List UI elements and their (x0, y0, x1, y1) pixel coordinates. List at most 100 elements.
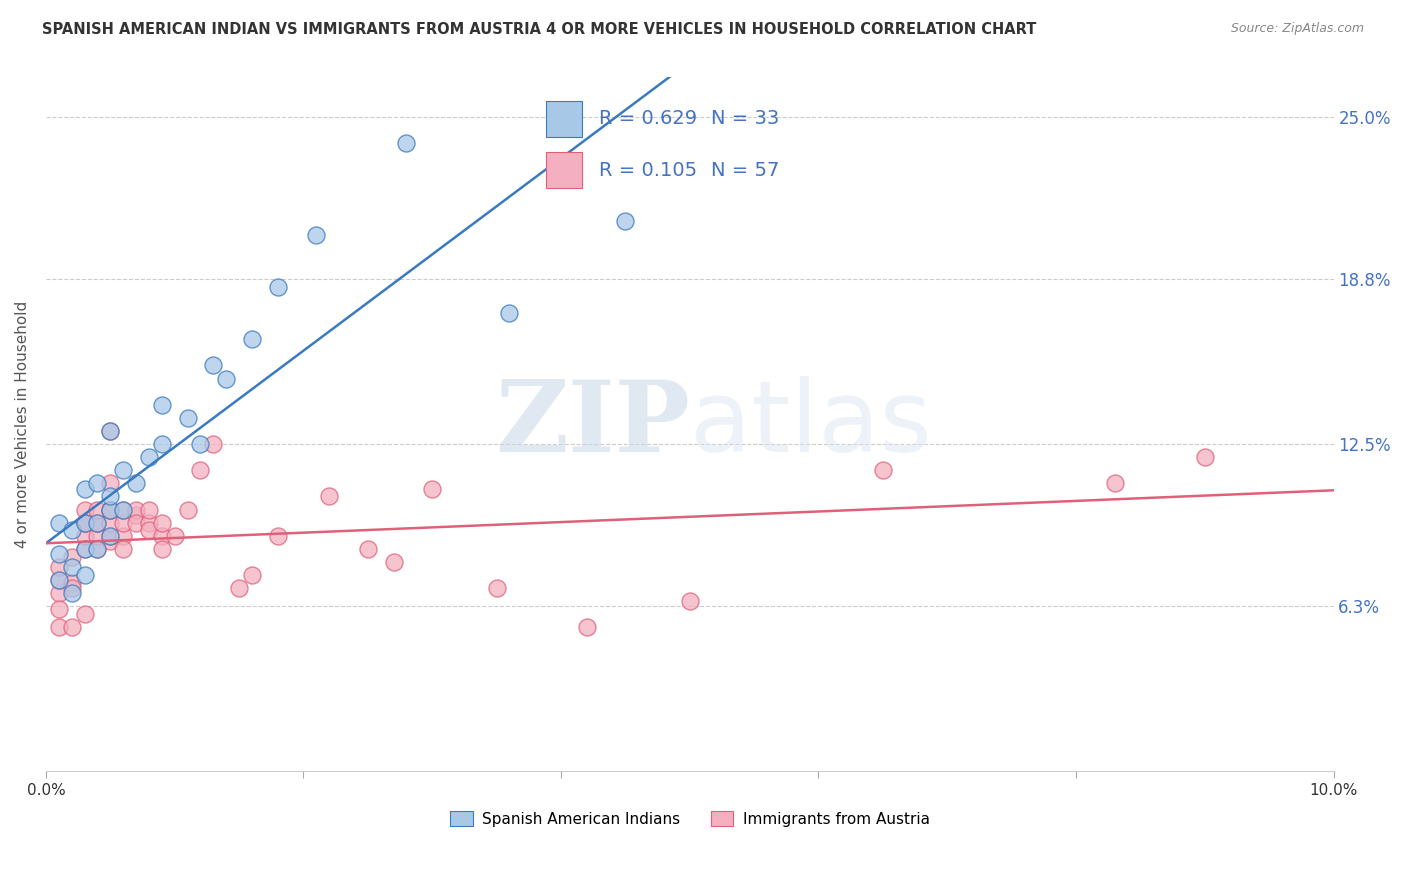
Point (112, 516, 135, 530)
Text: N = 57: N = 57 (711, 161, 780, 179)
Point (575, 620, 598, 634)
Point (98, 424, 121, 438)
Point (202, 437, 225, 451)
Point (150, 529, 173, 543)
Point (215, 371, 238, 385)
Text: Source: ZipAtlas.com: Source: ZipAtlas.com (1230, 22, 1364, 36)
Point (1104, 476, 1126, 491)
Point (73, 516, 96, 530)
Point (138, 502, 160, 516)
Point (48, 560, 70, 574)
Point (60, 560, 83, 574)
Point (86, 516, 108, 530)
Point (305, 227, 328, 242)
Point (240, 332, 263, 346)
Point (48, 573, 70, 587)
Point (202, 359, 225, 373)
Point (176, 410, 198, 425)
Point (112, 529, 135, 543)
Point (228, 581, 250, 595)
FancyBboxPatch shape (546, 153, 582, 188)
Text: ZIP: ZIP (495, 376, 690, 473)
Point (614, 214, 637, 228)
Text: atlas: atlas (690, 376, 931, 473)
Point (73, 607, 96, 622)
Point (138, 450, 160, 464)
Point (98, 476, 121, 491)
Point (485, 581, 508, 595)
Point (98, 533, 121, 548)
Point (86, 541, 108, 556)
Point (150, 398, 173, 412)
Point (48, 516, 70, 530)
Point (48, 547, 70, 561)
Point (150, 516, 173, 530)
Text: N = 33: N = 33 (711, 110, 780, 128)
Point (73, 502, 96, 516)
Point (98, 502, 121, 516)
Point (395, 136, 418, 150)
Point (86, 476, 108, 491)
Point (48, 573, 70, 587)
Point (86, 529, 108, 543)
Point (73, 568, 96, 582)
Point (86, 516, 108, 530)
Point (382, 555, 405, 569)
Point (420, 482, 443, 496)
Point (86, 541, 108, 556)
Point (86, 516, 108, 530)
Point (73, 529, 96, 543)
Point (98, 516, 121, 530)
Point (190, 463, 212, 477)
Point (48, 586, 70, 600)
Point (112, 502, 135, 516)
Point (872, 463, 894, 477)
Point (60, 575, 83, 590)
Point (138, 524, 160, 538)
Point (240, 568, 263, 582)
Point (138, 516, 160, 530)
Point (125, 516, 148, 530)
Point (150, 541, 173, 556)
Point (73, 541, 96, 556)
Point (112, 541, 135, 556)
Point (498, 306, 520, 320)
Y-axis label: 4 or more Vehicles in Household: 4 or more Vehicles in Household (15, 301, 30, 548)
Point (125, 502, 148, 516)
Point (267, 529, 290, 543)
Point (73, 516, 96, 530)
FancyBboxPatch shape (546, 101, 582, 136)
Point (125, 476, 148, 491)
Point (98, 529, 121, 543)
Point (98, 424, 121, 438)
Point (98, 529, 121, 543)
Point (60, 620, 83, 634)
Legend: Spanish American Indians, Immigrants from Austria: Spanish American Indians, Immigrants fro… (444, 805, 936, 833)
Point (73, 541, 96, 556)
Point (98, 490, 121, 504)
Point (679, 594, 702, 608)
Point (60, 586, 83, 600)
Point (1194, 450, 1216, 464)
Point (176, 502, 198, 516)
Text: SPANISH AMERICAN INDIAN VS IMMIGRANTS FROM AUSTRIA 4 OR MORE VEHICLES IN HOUSEHO: SPANISH AMERICAN INDIAN VS IMMIGRANTS FR… (42, 22, 1036, 37)
Point (86, 502, 108, 516)
Point (112, 463, 135, 477)
Point (73, 482, 96, 496)
Point (48, 602, 70, 616)
Point (98, 502, 121, 516)
Point (267, 280, 290, 294)
Text: R = 0.105: R = 0.105 (599, 161, 697, 179)
Point (48, 620, 70, 634)
Point (60, 581, 83, 595)
Point (163, 529, 186, 543)
Point (73, 516, 96, 530)
Point (150, 437, 173, 451)
Point (357, 541, 380, 556)
Point (98, 502, 121, 516)
Point (318, 490, 340, 504)
Point (125, 508, 148, 522)
Point (190, 437, 212, 451)
Point (60, 549, 83, 564)
Text: R = 0.629: R = 0.629 (599, 110, 697, 128)
